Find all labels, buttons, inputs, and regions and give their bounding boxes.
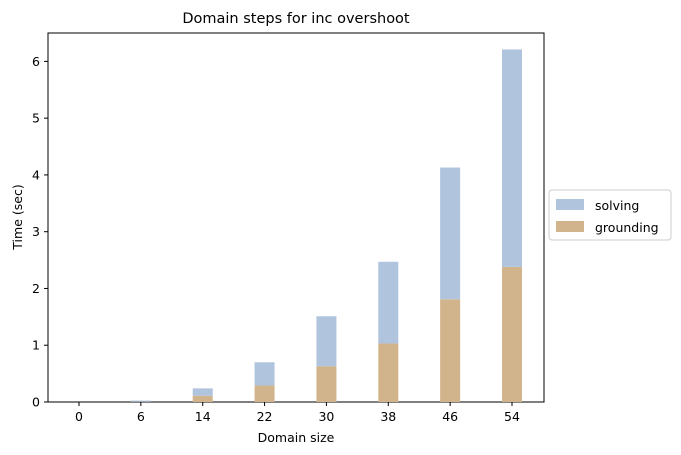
x-axis-label: Domain size — [258, 430, 335, 445]
x-tick-label: 6 — [137, 409, 145, 424]
y-tick-label: 4 — [32, 167, 40, 182]
legend-swatch-solving — [556, 199, 584, 210]
x-tick-label: 46 — [442, 409, 458, 424]
bar-solving — [440, 167, 461, 300]
x-tick-label: 0 — [75, 409, 83, 424]
bar-grounding — [378, 343, 399, 402]
bar-grounding — [440, 299, 461, 402]
y-tick-label: 6 — [32, 54, 40, 69]
bar-solving — [192, 388, 213, 396]
y-tick-label: 1 — [32, 338, 40, 353]
x-tick-label: 54 — [504, 409, 520, 424]
bar-solving — [316, 316, 337, 367]
legend-swatch-grounding — [556, 221, 584, 232]
legend: solving grounding — [548, 189, 672, 241]
x-tick-label: 30 — [318, 409, 334, 424]
y-tick-label: 2 — [32, 281, 40, 296]
chart-title: Domain steps for inc overshoot — [182, 11, 410, 27]
bar-solving — [130, 400, 151, 402]
legend-label-solving: solving — [595, 198, 639, 213]
bar-solving — [502, 49, 522, 267]
bar-solving — [254, 362, 275, 386]
bar-grounding — [502, 266, 522, 402]
x-tick-label: 22 — [257, 409, 273, 424]
y-tick-label: 5 — [32, 111, 40, 126]
y-tick-label: 3 — [32, 224, 40, 239]
bars-group — [130, 49, 522, 402]
bar-grounding — [192, 395, 213, 402]
bar-grounding — [316, 366, 337, 402]
y-tick-label: 0 — [32, 395, 40, 410]
plot-frame — [47, 32, 545, 403]
x-tick-label: 38 — [380, 409, 396, 424]
bar-solving — [378, 261, 399, 344]
y-axis-label: Time (sec) — [10, 184, 25, 250]
x-tick-label: 14 — [195, 409, 211, 424]
x-axis: 0 6 14 22 30 38 46 54 — [75, 402, 520, 424]
legend-label-grounding: grounding — [595, 220, 659, 235]
bar-grounding — [254, 385, 275, 402]
y-axis: 0 1 2 3 4 5 6 — [32, 54, 48, 410]
